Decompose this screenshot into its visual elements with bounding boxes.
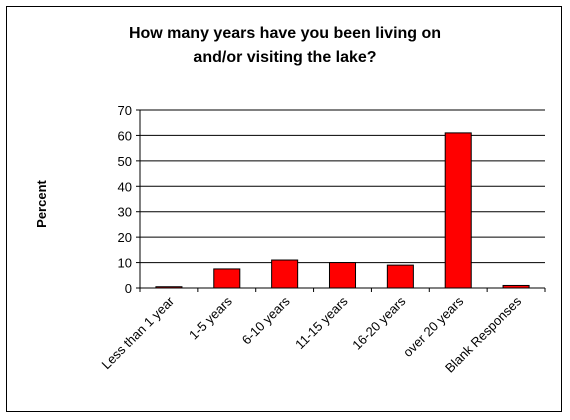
y-tick-label: 30: [118, 205, 132, 220]
x-tick-label: 16-20 years: [349, 293, 409, 353]
x-tick-label: 11-15 years: [292, 293, 351, 352]
x-tick-labels: Less than 1 year 1-5 years 6-10 years 11-15…: [98, 288, 546, 376]
gridlines: [136, 109, 545, 289]
chart-title-line-1: How many years have you been living on: [129, 25, 441, 42]
y-tick-labels: 0 10 20 30 40 50 60 70: [118, 103, 132, 296]
y-tick-label: 70: [118, 103, 132, 118]
y-axis-label: Percent: [34, 179, 49, 227]
bar: [328, 262, 357, 289]
x-tick-label: Less than 1 year: [98, 293, 177, 372]
chart-title-line-2: and/or visiting the lake?: [193, 49, 376, 66]
y-tick-label: 20: [118, 230, 132, 245]
y-tick-label: 60: [118, 128, 132, 143]
bar: [386, 264, 414, 289]
bar: [271, 259, 299, 289]
y-tick-label: 0: [125, 281, 132, 296]
y-tick-label: 10: [118, 256, 132, 271]
bar: [213, 268, 241, 289]
x-tick-label: 6-10 years: [239, 293, 293, 347]
bars: [155, 132, 530, 289]
bar: [444, 132, 472, 289]
y-tick-label: 40: [118, 179, 132, 194]
axes: [139, 110, 545, 289]
x-tick-label: 1-5 years: [186, 293, 235, 342]
y-tick-label: 50: [118, 154, 132, 169]
